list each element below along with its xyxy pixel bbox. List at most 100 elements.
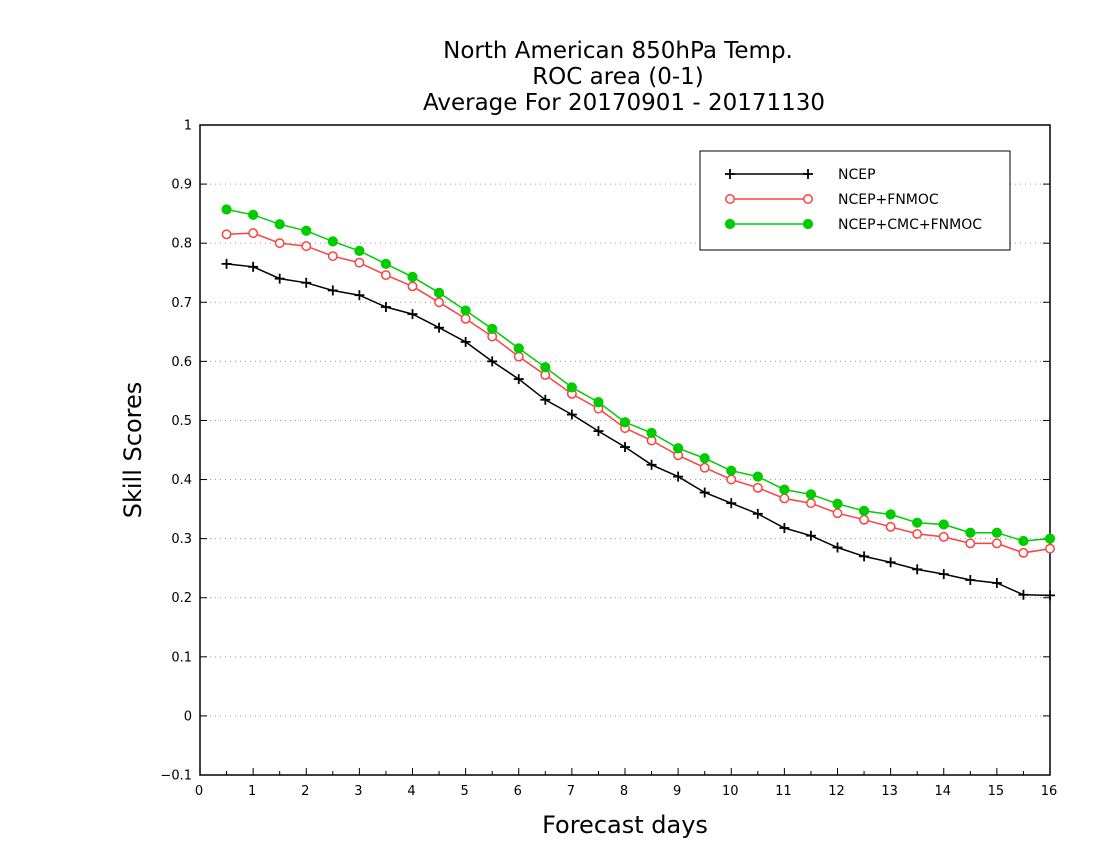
x-tick-label: 8 — [620, 784, 628, 799]
legend-box — [699, 150, 1011, 251]
legend-marker — [803, 169, 813, 179]
y-tick-label: 0.1 — [171, 650, 192, 665]
data-point — [221, 204, 232, 215]
legend-marker — [725, 169, 735, 179]
legend-marker — [802, 218, 814, 230]
x-tick-label: 14 — [934, 784, 951, 799]
data-point — [354, 257, 365, 268]
legend: NCEP NCEP+FNMOC NCEP+CMC+FNMOC — [699, 150, 1011, 251]
series-line — [226, 208, 1051, 542]
data-point — [832, 498, 843, 509]
data-point — [566, 382, 577, 393]
data-point — [752, 471, 763, 482]
data-point — [885, 509, 896, 520]
data-point — [805, 489, 817, 500]
data-point — [991, 527, 1002, 538]
data-point — [1018, 535, 1029, 547]
legend-entry: NCEP — [725, 167, 876, 183]
series-group — [221, 204, 1056, 601]
legend-label: NCEP+CMC+FNMOC — [838, 217, 982, 233]
data-point — [301, 277, 312, 288]
x-tick-label: 12 — [828, 784, 845, 799]
data-point — [805, 498, 816, 509]
series-ncep-fnmoc — [221, 228, 1055, 558]
x-axis: 0 1 2 3 4 5 6 7 8 9 10 11 12 13 14 15 16 — [195, 768, 1057, 799]
data-point — [779, 484, 790, 495]
data-point — [832, 542, 843, 553]
data-point — [380, 258, 392, 269]
data-point — [859, 551, 870, 562]
data-point — [619, 417, 631, 428]
y-tick-label: −0.1 — [160, 769, 192, 784]
data-point — [460, 336, 471, 347]
x-tick-label: 15 — [988, 784, 1005, 799]
data-point — [380, 270, 391, 281]
x-tick-label: 7 — [567, 784, 575, 799]
data-point — [301, 225, 312, 236]
data-point — [938, 519, 949, 530]
data-point — [221, 258, 232, 269]
x-tick-label: 16 — [1041, 784, 1058, 799]
data-point — [513, 351, 524, 362]
data-point — [327, 285, 338, 296]
data-point — [646, 459, 657, 470]
series-line — [226, 263, 1051, 597]
data-point — [912, 564, 923, 575]
data-point — [832, 508, 843, 519]
data-point — [938, 569, 949, 580]
chart-title-line-1: North American 850hPa Temp. — [443, 38, 793, 64]
series-ncep — [221, 258, 1055, 601]
data-point — [912, 517, 923, 528]
data-point — [1018, 547, 1029, 558]
data-point — [274, 238, 285, 249]
x-tick-label: 4 — [407, 784, 415, 799]
series-line — [226, 232, 1051, 554]
data-point — [248, 228, 259, 239]
data-point — [540, 362, 551, 373]
data-point — [513, 374, 524, 385]
data-point — [673, 443, 684, 454]
chart-title-line-3: Average For 20170901 - 20171130 — [423, 90, 825, 116]
data-point — [407, 271, 418, 282]
y-tick-label: 0.9 — [171, 178, 192, 193]
data-point — [965, 538, 976, 549]
y-tick-label: 0 — [184, 709, 192, 724]
data-point — [566, 409, 577, 420]
y-tick-label: 1 — [184, 119, 192, 134]
x-axis-title: Forecast days — [542, 811, 708, 839]
data-point — [752, 508, 763, 519]
data-point — [726, 465, 737, 476]
x-tick-label: 0 — [195, 784, 203, 799]
series-ncep-cmc-fnmoc — [221, 204, 1056, 547]
data-point — [1045, 590, 1055, 601]
data-point — [885, 521, 896, 532]
data-point — [965, 575, 976, 585]
data-point — [885, 557, 896, 568]
data-point — [327, 251, 338, 262]
data-point — [646, 427, 657, 438]
data-point — [407, 281, 418, 292]
data-point — [380, 302, 391, 312]
data-point — [726, 474, 737, 485]
data-point — [779, 493, 790, 504]
data-point — [593, 397, 604, 408]
data-point — [513, 343, 524, 354]
data-point — [248, 261, 259, 272]
data-point — [912, 528, 923, 539]
x-tick-label: 6 — [514, 784, 522, 799]
y-tick-label: 0.6 — [171, 355, 192, 370]
data-point — [248, 209, 259, 220]
data-point — [221, 229, 232, 240]
x-tick-label: 3 — [354, 784, 362, 799]
x-tick-label: 5 — [460, 784, 468, 799]
x-tick-label: 2 — [301, 784, 309, 799]
data-point — [487, 323, 498, 334]
x-tick-label: 13 — [881, 784, 898, 799]
x-tick-label: 10 — [722, 784, 739, 799]
y-tick-label: 0.3 — [171, 532, 192, 547]
data-point — [673, 471, 684, 482]
data-point — [965, 527, 976, 538]
data-point — [859, 514, 870, 525]
legend-marker — [725, 194, 735, 204]
